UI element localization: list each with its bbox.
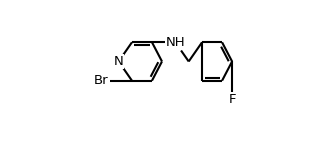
- Text: F: F: [228, 93, 236, 106]
- Text: Br: Br: [94, 74, 109, 87]
- Text: NH: NH: [166, 36, 185, 49]
- Text: N: N: [114, 55, 124, 68]
